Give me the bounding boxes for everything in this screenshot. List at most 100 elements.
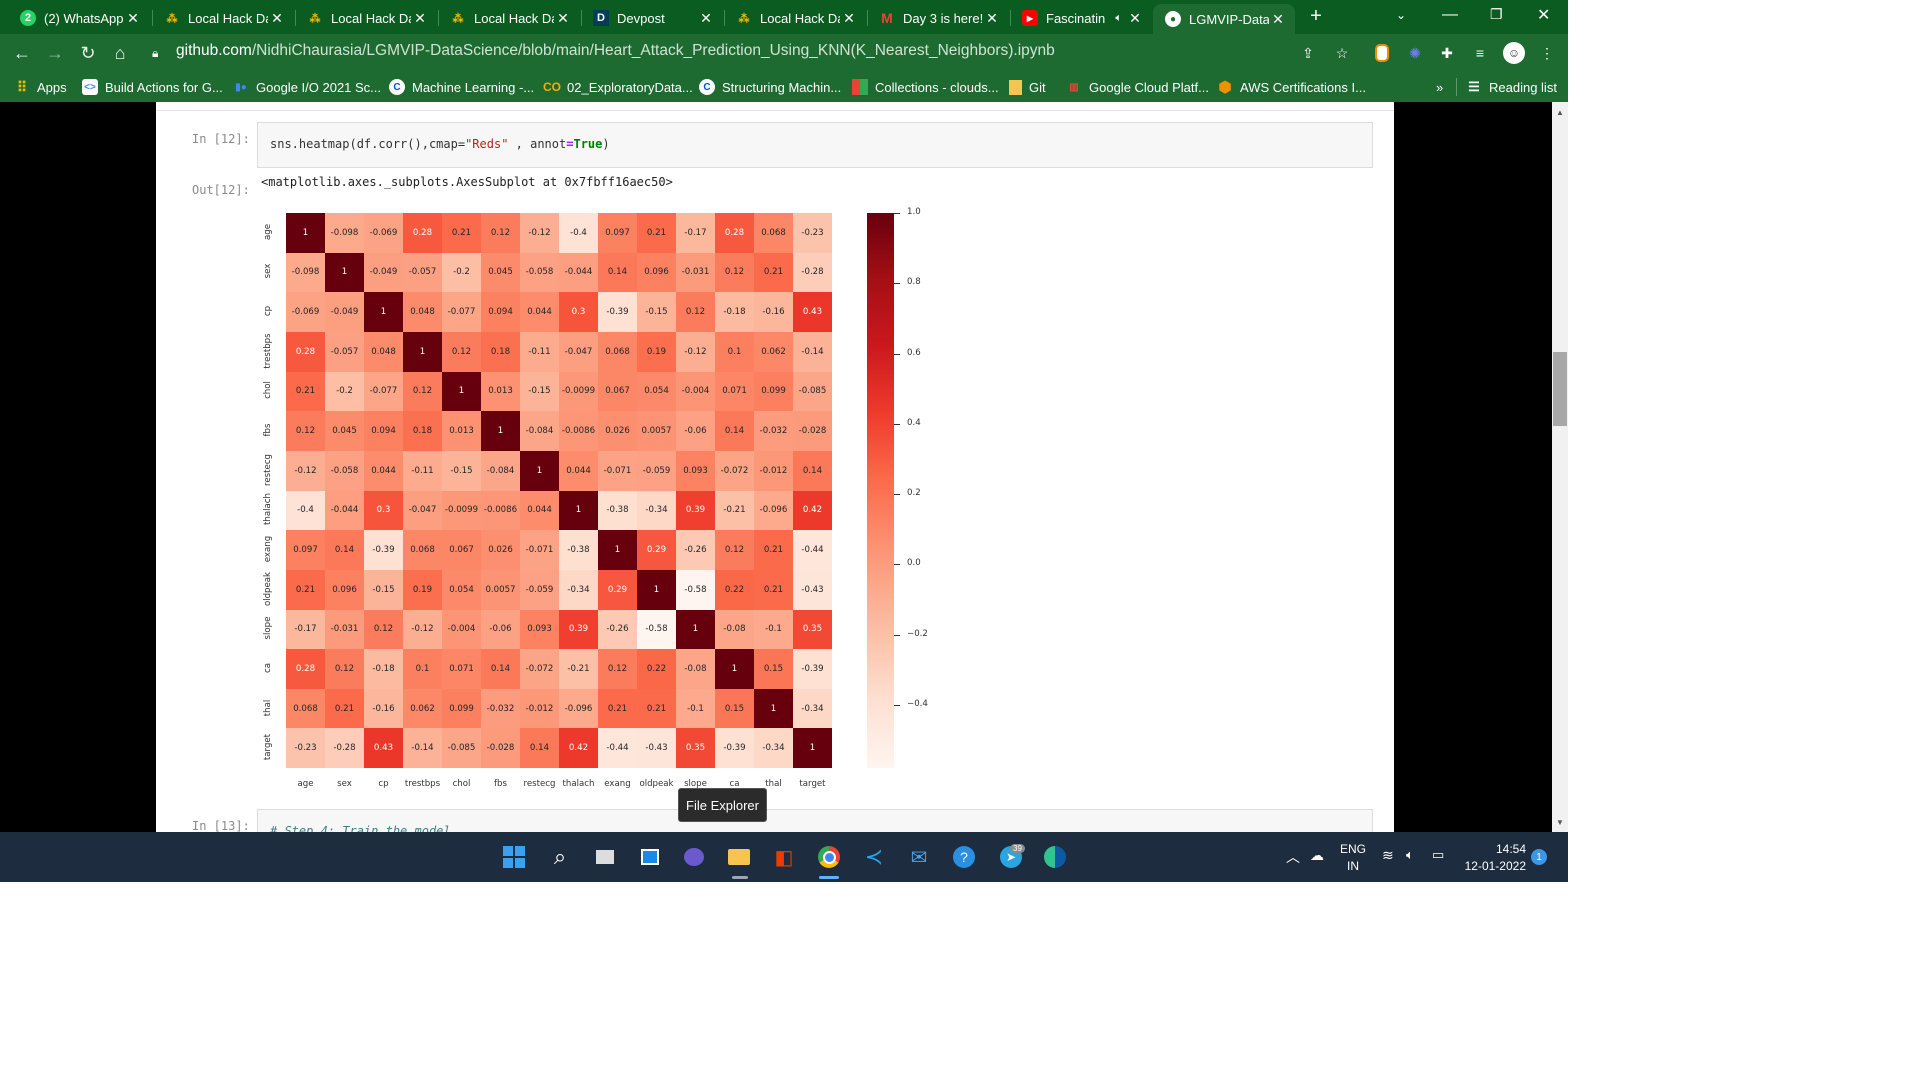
menu-kebab-icon[interactable]: ⋮ [1540,44,1554,61]
heatmap-cell: -0.0086 [559,411,598,451]
task-view-icon[interactable] [589,841,621,873]
bookmark-build-actions[interactable]: <> Build Actions for G... [82,78,223,96]
bookmark-git[interactable]: Git [1009,78,1046,96]
heatmap-cell: -0.06 [676,411,715,451]
close-tab-icon[interactable]: ✕ [843,9,855,26]
bookmark-machine-learning[interactable]: C Machine Learning -... [389,78,534,96]
bookmark-collections[interactable]: Collections - clouds... [852,78,999,96]
heatmap-cell: 0.0057 [481,569,520,610]
extension-gear-icon[interactable]: ✺ [1409,44,1421,61]
heatmap-y-label: thal [263,699,273,716]
heatmap-cell: -0.39 [598,292,637,332]
home-icon[interactable]: ⌂ [114,42,126,63]
tab-local-hack-day-2[interactable]: ⁂ Local Hack Da ✕ [295,4,437,32]
search-icon[interactable]: ⌕ [553,844,567,869]
edge-icon[interactable] [1039,841,1071,873]
scroll-up-icon[interactable]: ▲ [1556,108,1564,117]
heatmap-cell: 0.067 [598,371,637,412]
bookmark-google-io[interactable]: ▮● Google I/O 2021 Sc... [233,78,381,96]
bookmark-star-icon[interactable]: ☆ [1335,44,1349,61]
close-tab-icon[interactable]: ✕ [986,9,998,26]
tab-github-active[interactable]: ● LGMVIP-Data ✕ [1153,4,1295,34]
heatmap-cell: 0.35 [676,728,715,769]
vertical-scrollbar[interactable]: ▲ ▼ [1552,102,1568,832]
close-tab-icon[interactable]: ✕ [414,9,426,26]
heatmap-cell: 0.43 [793,292,832,332]
show-hidden-icons[interactable]: ︿ [1286,849,1300,865]
lock-icon[interactable]: 🔒︎ [152,46,159,60]
audio-playing-icon[interactable]: 🔈︎ [1115,11,1122,24]
chrome-icon[interactable] [813,841,845,873]
battery-icon[interactable]: ▭ [1432,847,1445,862]
share-icon[interactable]: ⇪ [1302,44,1314,61]
office-icon[interactable]: ◧ [774,846,794,869]
back-arrow-icon[interactable]: ← [13,42,31,63]
heatmap-cell: 0.21 [286,569,325,610]
tab-search-icon[interactable]: ⌄ [1396,8,1407,22]
start-windows-icon[interactable] [498,841,530,873]
scroll-down-icon[interactable]: ▼ [1556,818,1564,827]
address-bar[interactable]: github.com/NidhiChaurasia/LGMVIP-DataSci… [176,42,1055,60]
bookmark-apps[interactable]: ⠿ Apps [14,78,67,96]
bookmark-structuring-ml[interactable]: C Structuring Machin... [699,78,841,96]
heatmap-cell: -0.059 [520,569,559,610]
colorbar-tick [894,634,900,636]
tab-gmail[interactable]: M Day 3 is here! ✕ [867,4,1009,32]
reload-icon[interactable]: ↻ [80,42,96,63]
heatmap-cell: -0.21 [559,649,598,689]
onedrive-cloud-icon[interactable]: ☁ [1310,847,1324,863]
forward-arrow-icon[interactable]: → [46,42,64,63]
more-bookmarks-button[interactable]: » [1436,79,1444,95]
extension-icon[interactable] [1372,43,1392,63]
tab-whatsapp[interactable]: 2 (2) WhatsApp ✕ [8,4,150,32]
clock[interactable]: 14:54 12-01-2022 [1464,842,1526,873]
language-indicator[interactable]: ENG IN [1340,842,1367,873]
tab-devpost[interactable]: D Devpost ✕ [581,4,723,32]
close-tab-icon[interactable]: ✕ [557,9,569,26]
tab-local-hack-day-1[interactable]: ⁂ Local Hack Da ✕ [152,4,294,32]
help-icon[interactable]: ? [948,841,980,873]
colorbar-tick-label: −0.4 [907,698,928,709]
wifi-icon[interactable]: ≋ [1382,847,1394,863]
close-tab-icon[interactable]: ✕ [1272,10,1284,27]
heatmap-cell: 0.21 [286,371,325,412]
heatmap-cell: -0.1 [676,688,715,729]
heatmap-cell: -0.17 [676,213,715,253]
heatmap-cell: -0.032 [754,411,793,451]
teams-chat-icon[interactable] [678,841,710,873]
extensions-puzzle-icon[interactable]: ✚ [1441,44,1453,61]
heatmap-cell: -0.12 [676,331,715,372]
colorbar [867,213,894,768]
heatmap-cell: -0.057 [403,252,442,293]
bookmark-google-cloud[interactable]: ▥ Google Cloud Platf... [1066,78,1209,96]
code-cell-13[interactable]: # Step 4: Train the model [257,809,1373,832]
scrollbar-thumb[interactable] [1553,352,1567,426]
vscode-icon[interactable]: ≺ [864,844,884,869]
media-control-icon[interactable]: ≡ [1475,45,1485,61]
reading-list-button[interactable]: ☰ Reading list [1466,78,1557,96]
in-13-prompt: In [13]: [192,819,250,832]
widgets-icon[interactable] [634,841,666,873]
close-tab-icon[interactable]: ✕ [271,9,283,26]
mail-icon[interactable]: ✉ [910,846,928,869]
bookmark-exploratory-data[interactable]: CO 02_ExploratoryData... [543,79,693,95]
tab-youtube[interactable]: ▶ Fascinatin 🔈︎ ✕ [1010,4,1152,32]
tab-local-hack-day-4[interactable]: ⁂ Local Hack Da ✕ [724,4,866,32]
heatmap-cell: -0.43 [793,569,832,610]
volume-icon[interactable]: 🔈︎ [1406,847,1414,862]
file-explorer-icon[interactable] [723,841,755,873]
notification-badge[interactable]: 1 [1531,849,1547,865]
profile-avatar[interactable]: ☺ [1503,42,1525,64]
heatmap-cell: 0.12 [598,649,637,689]
close-tab-icon[interactable]: ✕ [127,9,139,26]
minimize-window-button[interactable]: — [1442,6,1458,23]
restore-window-button[interactable]: ❐ [1490,6,1503,22]
heatmap-cell: -0.12 [520,213,559,253]
close-tab-icon[interactable]: ✕ [700,9,712,26]
close-window-button[interactable]: ✕ [1537,7,1551,24]
code-cell-12[interactable]: sns.heatmap(df.corr(),cmap="Reds" , anno… [257,122,1373,168]
tab-local-hack-day-3[interactable]: ⁂ Local Hack Da ✕ [438,4,580,32]
close-tab-icon[interactable]: ✕ [1129,9,1141,26]
new-tab-button[interactable]: + [1310,5,1322,27]
bookmark-aws-certifications[interactable]: ⬢ AWS Certifications I... [1218,79,1366,96]
